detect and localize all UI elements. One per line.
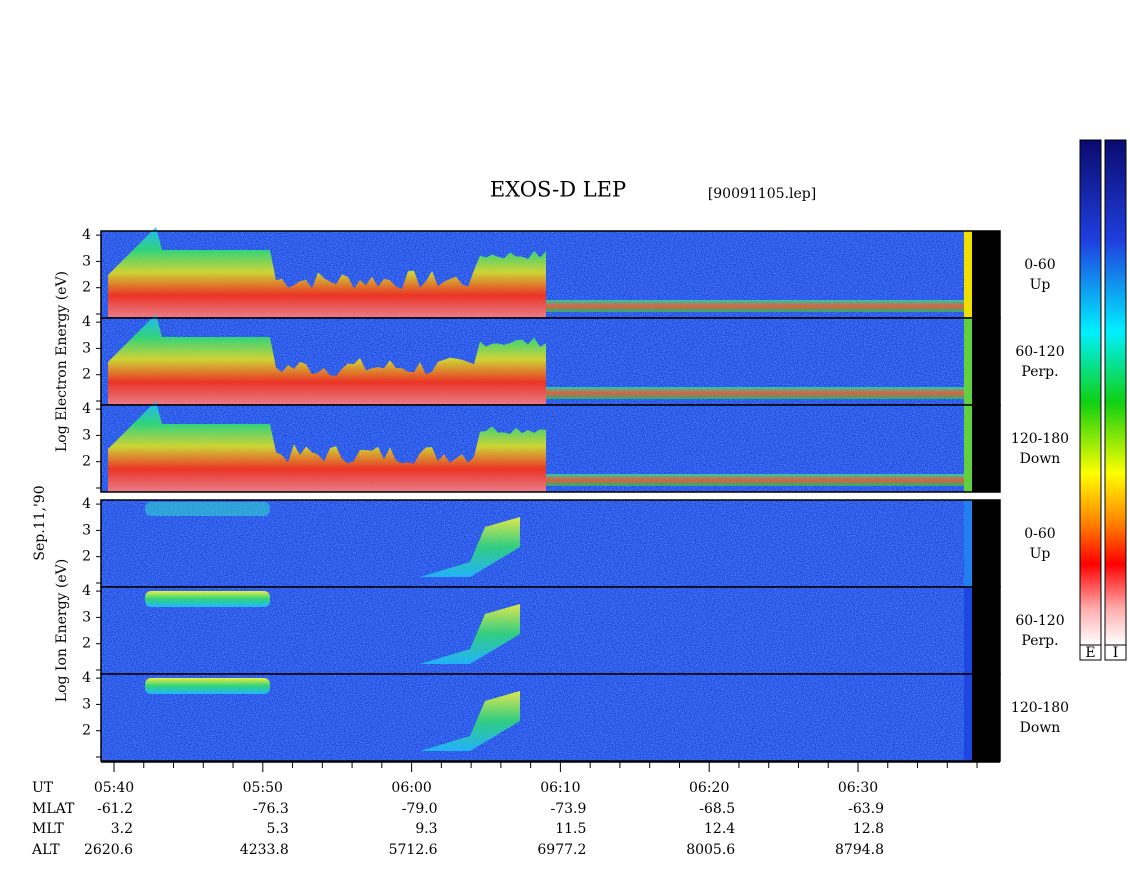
edge-strip bbox=[964, 500, 972, 587]
ion-flux bbox=[420, 604, 520, 664]
direction-label: Down bbox=[1020, 451, 1061, 467]
colorbar-label-box bbox=[1079, 644, 1102, 661]
orbit-value: 11.5 bbox=[555, 821, 586, 837]
title: EXOS-D LEP bbox=[490, 178, 626, 202]
y-axis-label: Log Ion Energy (eV) bbox=[54, 559, 70, 702]
direction-label: Up bbox=[1030, 277, 1051, 293]
orbit-value: 8005.6 bbox=[686, 842, 735, 858]
y-tick-label: 3 bbox=[82, 340, 91, 356]
electron-flux bbox=[108, 227, 546, 318]
pitch-label: 120-180 bbox=[1011, 431, 1069, 447]
y-tick-label: 3 bbox=[82, 609, 91, 625]
ion-flux bbox=[420, 517, 520, 577]
colorbar-label: I bbox=[1113, 645, 1119, 661]
date-label: Sep.11,'90 bbox=[32, 485, 48, 560]
y-tick-label: 4 bbox=[82, 227, 91, 243]
orbit-value: 8794.8 bbox=[835, 842, 884, 858]
pitch-label: 120-180 bbox=[1011, 700, 1069, 716]
colorbar-label: E bbox=[1085, 645, 1095, 661]
y-tick-label: 2 bbox=[82, 636, 91, 652]
x-tick-label: 05:40 bbox=[94, 780, 134, 796]
edge-strip bbox=[964, 674, 972, 761]
y-tick-label: 3 bbox=[82, 696, 91, 712]
direction-label: Down bbox=[1020, 720, 1061, 736]
edge-strip bbox=[964, 405, 972, 492]
orbit-value: 9.3 bbox=[415, 821, 437, 837]
pitch-label: 0-60 bbox=[1024, 257, 1055, 273]
electron-band bbox=[546, 474, 964, 486]
direction-label: Perp. bbox=[1021, 633, 1058, 649]
panel-frame bbox=[100, 404, 1001, 493]
ion-beam bbox=[145, 678, 270, 694]
y-tick-label: 2 bbox=[82, 723, 91, 739]
orbit-value: 6977.2 bbox=[537, 842, 586, 858]
y-tick-label: 2 bbox=[82, 367, 91, 383]
orbit-value: 12.4 bbox=[704, 821, 735, 837]
row-label: MLAT bbox=[32, 801, 75, 817]
pitch-label: 0-60 bbox=[1024, 526, 1055, 542]
orbit-value: -63.9 bbox=[848, 801, 884, 817]
y-tick-label: 4 bbox=[82, 496, 91, 512]
pitch-label: 60-120 bbox=[1015, 613, 1064, 629]
y-tick-label: 4 bbox=[82, 401, 91, 417]
no-data bbox=[972, 587, 1000, 674]
x-tick-label: 05:50 bbox=[243, 780, 283, 796]
y-tick-label: 4 bbox=[82, 314, 91, 330]
colorbar-i bbox=[1104, 139, 1127, 646]
no-data bbox=[972, 231, 1000, 318]
orbit-value: 5712.6 bbox=[389, 842, 438, 858]
x-tick-label: 06:00 bbox=[391, 780, 431, 796]
ion-beam bbox=[145, 502, 270, 516]
orbit-value: -73.9 bbox=[550, 801, 586, 817]
orbit-value: -68.5 bbox=[699, 801, 735, 817]
y-tick-label: 2 bbox=[82, 280, 91, 296]
orbit-value: -79.0 bbox=[402, 801, 438, 817]
y-tick-label: 3 bbox=[82, 427, 91, 443]
panel-frame bbox=[100, 673, 1001, 762]
orbit-value: 3.2 bbox=[111, 821, 133, 837]
direction-label: Perp. bbox=[1021, 364, 1058, 380]
y-tick-label: 3 bbox=[82, 522, 91, 538]
colorbar-label-box bbox=[1104, 644, 1127, 661]
y-tick-label: 2 bbox=[82, 454, 91, 470]
y-tick-label: 2 bbox=[82, 549, 91, 565]
orbit-value: 5.3 bbox=[267, 821, 289, 837]
electron-flux bbox=[108, 401, 546, 492]
orbit-value: -76.3 bbox=[253, 801, 289, 817]
electron-band bbox=[546, 387, 964, 399]
orbit-value: -61.2 bbox=[97, 801, 133, 817]
pitch-label: 60-120 bbox=[1015, 344, 1064, 360]
file-name: [90091105.lep] bbox=[708, 186, 816, 202]
y-tick-label: 3 bbox=[82, 253, 91, 269]
x-tick-label: 06:30 bbox=[838, 780, 878, 796]
y-tick-label: 4 bbox=[82, 583, 91, 599]
no-data bbox=[972, 500, 1000, 587]
no-data bbox=[972, 318, 1000, 405]
row-label: UT bbox=[32, 780, 54, 796]
ion-flux bbox=[420, 691, 520, 751]
y-axis-label: Log Electron Energy (eV) bbox=[54, 271, 70, 452]
colorbar-e bbox=[1079, 139, 1102, 646]
direction-label: Up bbox=[1030, 546, 1051, 562]
no-data bbox=[972, 405, 1000, 492]
row-label: MLT bbox=[32, 821, 64, 837]
orbit-value: 2620.6 bbox=[84, 842, 133, 858]
edge-strip bbox=[964, 231, 972, 318]
ion-beam bbox=[145, 591, 270, 607]
orbit-value: 12.8 bbox=[853, 821, 884, 837]
y-tick-label: 4 bbox=[82, 670, 91, 686]
row-label: ALT bbox=[31, 842, 60, 858]
electron-flux bbox=[108, 314, 546, 405]
orbit-value: 4233.8 bbox=[240, 842, 289, 858]
x-tick-label: 06:10 bbox=[540, 780, 580, 796]
edge-strip bbox=[964, 587, 972, 674]
electron-band bbox=[546, 300, 964, 312]
edge-strip bbox=[964, 318, 972, 405]
no-data bbox=[972, 674, 1000, 761]
x-tick-label: 06:20 bbox=[689, 780, 729, 796]
